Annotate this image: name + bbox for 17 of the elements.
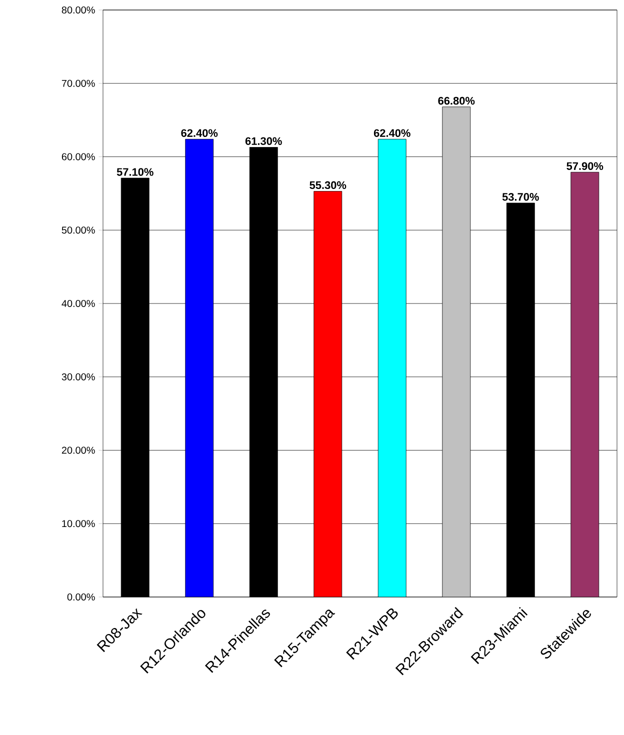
y-tick-label: 10.00% bbox=[62, 520, 95, 528]
data-label: 61.30% bbox=[245, 137, 282, 146]
data-label: 53.70% bbox=[502, 193, 539, 201]
data-label: 66.80% bbox=[438, 96, 475, 105]
data-label: 57.10% bbox=[116, 168, 154, 176]
y-tick-label: 70.00% bbox=[62, 80, 95, 87]
y-tick-label: 50.00% bbox=[62, 226, 95, 234]
data-label: 62.40% bbox=[374, 129, 410, 137]
y-tick-label: 30.00% bbox=[62, 373, 95, 380]
data-label: 62.40% bbox=[181, 129, 218, 137]
y-tick-label: 40.00% bbox=[62, 300, 95, 308]
y-tick-label: 20.00% bbox=[62, 446, 95, 454]
y-tick-label: 0.00% bbox=[67, 593, 95, 601]
y-tick-label: 80.00% bbox=[62, 6, 95, 14]
data-label: 57.90% bbox=[566, 162, 604, 170]
y-tick-label: 60.00% bbox=[62, 153, 95, 160]
data-label: 55.30% bbox=[310, 181, 346, 190]
